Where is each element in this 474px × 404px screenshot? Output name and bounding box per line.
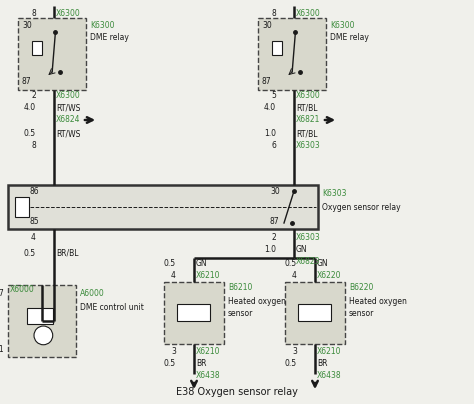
Text: X6303: X6303 xyxy=(296,232,321,242)
Text: GN: GN xyxy=(196,259,208,269)
Bar xyxy=(18,18,86,90)
Text: 3: 3 xyxy=(292,347,297,356)
Text: X6300: X6300 xyxy=(56,91,81,101)
Text: 30: 30 xyxy=(22,21,32,29)
Text: 0.5: 0.5 xyxy=(285,259,297,269)
Text: 5: 5 xyxy=(271,91,276,101)
Text: BR: BR xyxy=(196,360,207,368)
Text: X6438: X6438 xyxy=(196,372,220,381)
Bar xyxy=(8,185,318,229)
Bar xyxy=(15,197,29,217)
Circle shape xyxy=(34,326,53,345)
Text: 0.5: 0.5 xyxy=(24,130,36,139)
Text: X6303: X6303 xyxy=(296,141,321,151)
Bar xyxy=(299,304,331,321)
Text: E38 Oxygen sensor relay: E38 Oxygen sensor relay xyxy=(176,387,298,397)
Bar xyxy=(8,285,76,357)
Text: 87: 87 xyxy=(270,217,280,225)
Text: RT/BL: RT/BL xyxy=(296,103,318,112)
Text: BR: BR xyxy=(317,360,328,368)
Text: X6300: X6300 xyxy=(296,10,321,19)
Text: X6823: X6823 xyxy=(296,257,320,265)
Text: 2: 2 xyxy=(31,91,36,101)
Bar xyxy=(177,304,210,321)
Text: 0.5: 0.5 xyxy=(164,360,176,368)
Text: 3: 3 xyxy=(171,347,176,356)
Text: GN: GN xyxy=(317,259,328,269)
Text: X6210: X6210 xyxy=(196,347,220,356)
Bar xyxy=(27,308,53,324)
Bar xyxy=(164,282,224,344)
Text: K6300: K6300 xyxy=(90,21,115,30)
Text: 2: 2 xyxy=(271,232,276,242)
Text: X6821: X6821 xyxy=(296,116,320,124)
Text: B6210: B6210 xyxy=(228,284,252,292)
Bar xyxy=(272,41,282,55)
Text: 8: 8 xyxy=(31,10,36,19)
Text: 4.0: 4.0 xyxy=(24,103,36,112)
Text: X6300: X6300 xyxy=(56,10,81,19)
Text: 31: 31 xyxy=(0,345,4,354)
Text: 87: 87 xyxy=(22,78,32,86)
Text: sensor: sensor xyxy=(228,309,254,318)
Text: X6210: X6210 xyxy=(196,271,220,280)
Text: DME control unit: DME control unit xyxy=(80,303,144,311)
Text: 6: 6 xyxy=(271,141,276,151)
Text: X6824: X6824 xyxy=(56,116,81,124)
Text: RT/WS: RT/WS xyxy=(56,103,81,112)
Text: RT/BL: RT/BL xyxy=(296,130,318,139)
Text: 87: 87 xyxy=(262,78,272,86)
Text: DME relay: DME relay xyxy=(90,34,129,42)
Text: X6210: X6210 xyxy=(317,347,341,356)
Text: K6300: K6300 xyxy=(330,21,355,30)
Text: RT/WS: RT/WS xyxy=(56,130,81,139)
Text: 85: 85 xyxy=(30,217,40,225)
Text: 86: 86 xyxy=(30,187,40,196)
Text: 1.0: 1.0 xyxy=(264,244,276,253)
Text: 4: 4 xyxy=(31,232,36,242)
Text: Heated oxygen: Heated oxygen xyxy=(228,297,286,307)
Text: 8: 8 xyxy=(31,141,36,151)
Text: B6220: B6220 xyxy=(349,284,374,292)
Text: 30: 30 xyxy=(270,187,280,196)
Text: 37: 37 xyxy=(0,288,4,297)
Text: 30: 30 xyxy=(262,21,272,29)
Text: Heated oxygen: Heated oxygen xyxy=(349,297,407,307)
Text: Oxygen sensor relay: Oxygen sensor relay xyxy=(322,202,401,212)
Text: X6438: X6438 xyxy=(317,372,342,381)
Text: 0.5: 0.5 xyxy=(24,248,36,257)
Text: 4.0: 4.0 xyxy=(264,103,276,112)
Text: X6220: X6220 xyxy=(317,271,341,280)
Text: 0.5: 0.5 xyxy=(164,259,176,269)
Text: DME relay: DME relay xyxy=(330,34,369,42)
Text: X6000: X6000 xyxy=(10,284,35,293)
Text: 4: 4 xyxy=(292,271,297,280)
Text: sensor: sensor xyxy=(349,309,374,318)
Text: BR/BL: BR/BL xyxy=(56,248,79,257)
Bar xyxy=(285,282,345,344)
Text: GN: GN xyxy=(296,244,308,253)
Bar xyxy=(32,41,42,55)
Text: 0.5: 0.5 xyxy=(285,360,297,368)
Text: A6000: A6000 xyxy=(80,288,105,297)
Text: 8: 8 xyxy=(271,10,276,19)
Text: 4: 4 xyxy=(171,271,176,280)
Bar xyxy=(258,18,326,90)
Text: X6300: X6300 xyxy=(296,91,321,101)
Text: K6303: K6303 xyxy=(322,189,346,198)
Text: 1.0: 1.0 xyxy=(264,130,276,139)
